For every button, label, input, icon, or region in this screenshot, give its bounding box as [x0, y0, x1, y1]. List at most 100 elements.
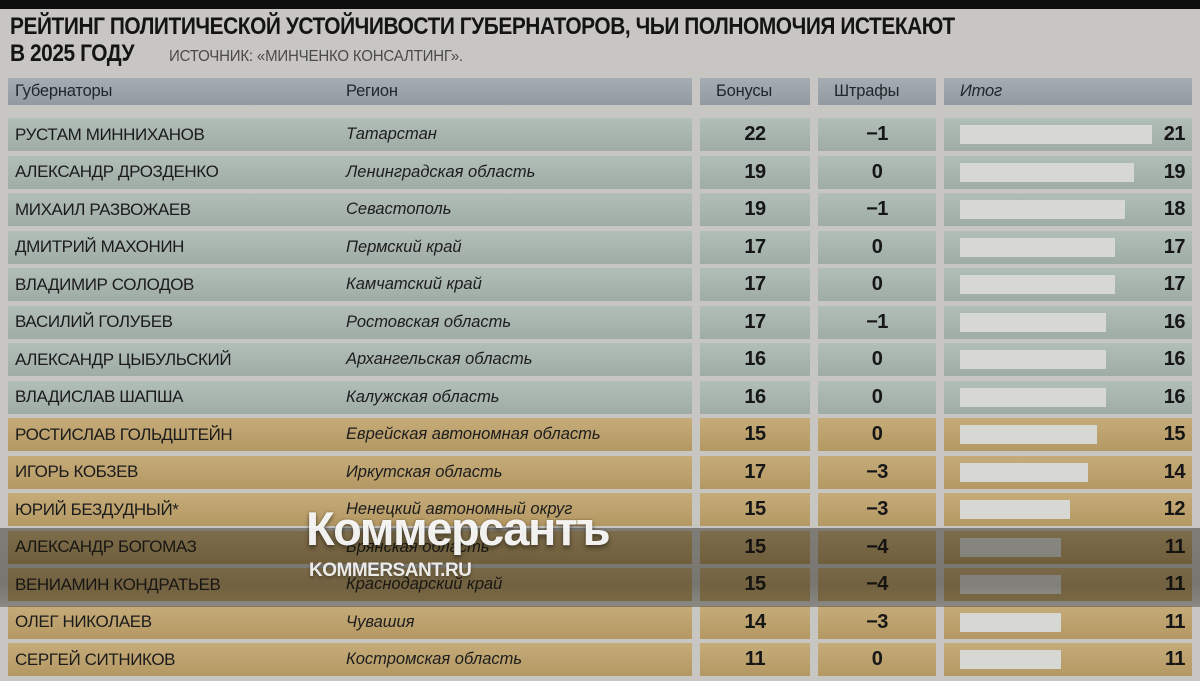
total-cell: 17: [944, 230, 1192, 264]
table-row: МИХАИЛ РАЗВОЖАЕВ Севастополь 19 −1 18: [8, 193, 1192, 226]
table-body: РУСТАМ МИННИХАНОВ Татарстан 22 −1 21 АЛЕ…: [8, 118, 1192, 676]
region-name: Ростовская область: [346, 312, 512, 331]
total-value: 19: [1163, 160, 1186, 183]
bonus-value: 17: [744, 273, 766, 295]
governor-name: ВЛАДИМИР СОЛОДОВ: [15, 274, 194, 294]
bonuses-cell: 11: [700, 643, 810, 676]
total-cell: 16: [944, 380, 1192, 414]
governor-name: АЛЕКСАНДР ДРОЗДЕНКО: [15, 162, 219, 181]
penalties-cell: −1: [818, 118, 936, 151]
total-value: 12: [1163, 498, 1186, 520]
region-name: Краснодарский край: [346, 575, 503, 593]
governor-name: ИГОРЬ КОБЗЕВ: [15, 462, 138, 481]
total-cell: 12: [944, 493, 1192, 526]
penalties-cell: 0: [818, 643, 936, 676]
penalty-value: −3: [866, 610, 888, 633]
total-cell: 16: [944, 343, 1192, 376]
governor-name: РУСТАМ МИННИХАНОВ: [15, 124, 205, 144]
header-cell-bonuses: Бонусы: [700, 78, 810, 105]
column-header-penalties: Штрафы: [834, 82, 900, 100]
bonus-value: 17: [744, 235, 766, 258]
region-name: Татарстан: [346, 125, 437, 143]
table-row: ЮРИЙ БЕЗДУДНЫЙ* Ненецкий автономный окру…: [8, 493, 1192, 526]
bonuses-cell: 17: [700, 230, 810, 264]
bonus-value: 15: [744, 423, 766, 445]
total-cell: 11: [944, 568, 1192, 601]
penalties-cell: 0: [818, 230, 936, 264]
region-name: Чувашия: [346, 612, 415, 631]
total-cell: 15: [944, 418, 1192, 451]
bonus-value: 19: [744, 160, 766, 183]
table-row: АЛЕКСАНДР БОГОМАЗ Брянская область 15 −4…: [8, 530, 1192, 564]
bonus-value: 16: [744, 348, 766, 370]
governor-region-cell: ЮРИЙ БЕЗДУДНЫЙ* Ненецкий автономный окру…: [8, 493, 692, 526]
governor-name: СЕРГЕЙ СИТНИКОВ: [15, 649, 176, 669]
bonuses-cell: 19: [700, 155, 810, 189]
bonus-value: 15: [744, 535, 766, 558]
bonuses-cell: 16: [700, 343, 810, 376]
penalty-value: −1: [866, 123, 888, 145]
governor-region-cell: ВЛАДИСЛАВ ШАПША Калужская область: [8, 380, 692, 414]
total-value: 11: [1164, 610, 1186, 633]
header-cell-total: Итог: [944, 78, 1192, 105]
table-row: ИГОРЬ КОБЗЕВ Иркутская область 17 −3 14: [8, 455, 1192, 489]
infographic-title-block: РЕЙТИНГ ПОЛИТИЧЕСКОЙ УСТОЙЧИВОСТИ ГУБЕРН…: [10, 13, 1096, 67]
total-cell: 19: [944, 155, 1192, 189]
penalty-value: −3: [866, 498, 888, 520]
header-cell-governor-region: Губернаторы Регион: [8, 78, 692, 105]
bonus-value: 16: [744, 385, 766, 408]
top-black-bar: [0, 0, 1200, 9]
title-line-1: РЕЙТИНГ ПОЛИТИЧЕСКОЙ УСТОЙЧИВОСТИ ГУБЕРН…: [10, 13, 955, 40]
header-cell-penalties: Штрафы: [818, 78, 936, 105]
governor-region-cell: ВАСИЛИЙ ГОЛУБЕВ Ростовская область: [8, 305, 692, 339]
total-bar: [960, 200, 1125, 219]
bonuses-cell: 14: [700, 605, 810, 639]
total-cell: 21: [944, 118, 1192, 151]
table-row: ВЛАДИМИР СОЛОДОВ Камчатский край 17 0 17: [8, 268, 1192, 301]
table-row: РУСТАМ МИННИХАНОВ Татарстан 22 −1 21: [8, 118, 1192, 151]
total-value: 17: [1163, 235, 1186, 258]
bonuses-cell: 15: [700, 568, 810, 601]
total-bar: [960, 387, 1106, 407]
column-header-governors: Губернаторы: [15, 82, 113, 100]
total-cell: 11: [944, 530, 1192, 564]
penalty-value: 0: [871, 273, 883, 295]
governor-region-cell: АЛЕКСАНДР ДРОЗДЕНКО Ленинградская област…: [8, 155, 692, 189]
bonus-value: 11: [744, 648, 766, 670]
region-name: Костромская область: [346, 650, 523, 668]
penalty-value: 0: [871, 348, 883, 370]
penalties-cell: 0: [818, 155, 936, 189]
governor-region-cell: ДМИТРИЙ МАХОНИН Пермский край: [8, 230, 692, 264]
governor-name: ОЛЕГ НИКОЛАЕВ: [15, 612, 152, 631]
column-header-region: Регион: [346, 82, 398, 100]
kommersant-site-watermark: KOMMERSANT.RU: [309, 560, 472, 581]
penalties-cell: 0: [818, 343, 936, 376]
table-row: СЕРГЕЙ СИТНИКОВ Костромская область 11 0…: [8, 643, 1192, 676]
penalties-cell: −3: [818, 455, 936, 489]
table-row: РОСТИСЛАВ ГОЛЬДШТЕЙН Еврейская автономна…: [8, 418, 1192, 451]
bonus-value: 15: [744, 498, 766, 520]
governor-region-cell: ОЛЕГ НИКОЛАЕВ Чувашия: [8, 605, 692, 639]
table-row: ОЛЕГ НИКОЛАЕВ Чувашия 14 −3 11: [8, 605, 1192, 639]
bonuses-cell: 17: [700, 455, 810, 489]
bonuses-cell: 19: [700, 193, 810, 226]
total-bar: [960, 237, 1115, 257]
penalty-value: −1: [866, 310, 888, 333]
governor-region-cell: ИГОРЬ КОБЗЕВ Иркутская область: [8, 455, 692, 489]
bonuses-cell: 16: [700, 380, 810, 414]
governor-name: ЮРИЙ БЕЗДУДНЫЙ*: [15, 499, 179, 519]
bonuses-cell: 15: [700, 418, 810, 451]
total-cell: 11: [944, 605, 1192, 639]
column-header-bonuses: Бонусы: [716, 82, 773, 100]
table-row: АЛЕКСАНДР ЦЫБУЛЬСКИЙ Архангельская облас…: [8, 343, 1192, 376]
governor-name: МИХАИЛ РАЗВОЖАЕВ: [15, 199, 191, 219]
penalties-cell: −1: [818, 193, 936, 226]
bonus-value: 19: [744, 198, 766, 220]
total-bar: [960, 650, 1061, 669]
table-row: ВЛАДИСЛАВ ШАПША Калужская область 16 0 1…: [8, 380, 1192, 414]
penalty-value: 0: [871, 648, 883, 670]
kommersant-watermark: Коммерсантъ: [306, 502, 611, 555]
bonus-value: 22: [744, 123, 766, 145]
table-row: ВЕНИАМИН КОНДРАТЬЕВ Краснодарский край 1…: [8, 568, 1192, 601]
governor-name: ВАСИЛИЙ ГОЛУБЕВ: [15, 312, 173, 331]
